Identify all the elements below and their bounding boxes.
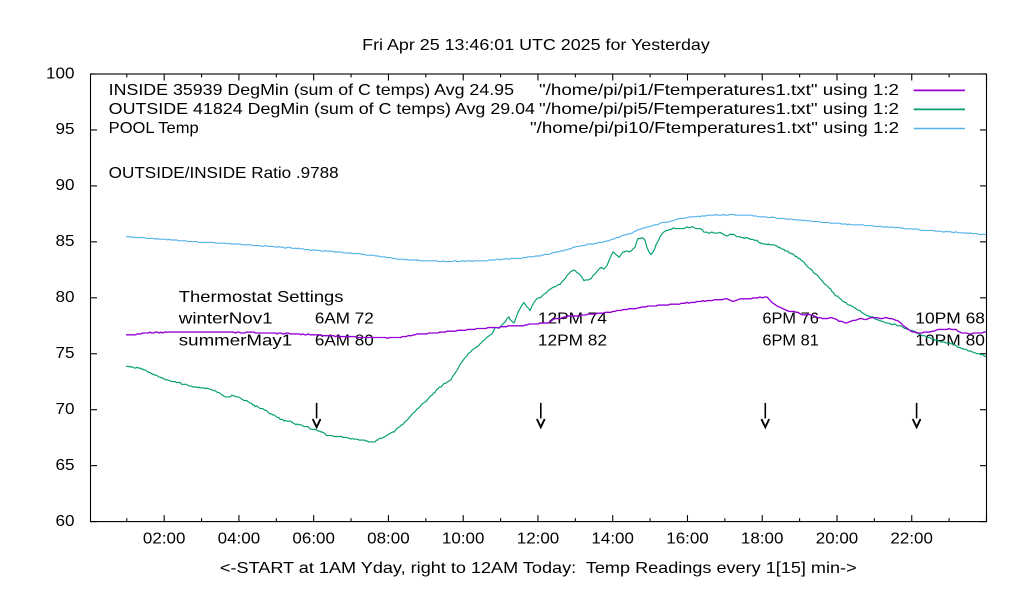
svg-text:Fri Apr 25 13:46:01 UTC 2025 f: Fri Apr 25 13:46:01 UTC 2025 for Yesterd…	[362, 37, 710, 54]
svg-text:10:00: 10:00	[442, 531, 485, 548]
svg-text:20:00: 20:00	[816, 531, 859, 548]
svg-text:75: 75	[56, 345, 75, 362]
svg-text:6AM 72: 6AM 72	[315, 311, 374, 328]
svg-text:INSIDE 35939 DegMin (sum of C: INSIDE 35939 DegMin (sum of C temps) Avg…	[109, 82, 514, 99]
svg-text:OUTSIDE/INSIDE Ratio .9788: OUTSIDE/INSIDE Ratio .9788	[109, 165, 339, 182]
svg-text:16:00: 16:00	[666, 531, 709, 548]
svg-text:summerMay1: summerMay1	[179, 333, 293, 350]
svg-text:OUTSIDE 41824 DegMin (sum of C: OUTSIDE 41824 DegMin (sum of C temps) Av…	[109, 101, 535, 118]
svg-text:"/home/pi/pi1/Ftemperatures1.t: "/home/pi/pi1/Ftemperatures1.txt" using …	[539, 82, 899, 99]
svg-text:08:00: 08:00	[367, 531, 410, 548]
svg-text:60: 60	[56, 513, 75, 530]
svg-text:12:00: 12:00	[517, 531, 560, 548]
svg-text:6PM 76: 6PM 76	[762, 311, 819, 328]
svg-text:12PM 74: 12PM 74	[538, 311, 607, 328]
svg-text:6PM 81: 6PM 81	[762, 333, 819, 350]
svg-text:10PM 80: 10PM 80	[915, 333, 985, 350]
svg-text:POOL Temp: POOL Temp	[109, 120, 199, 137]
svg-text:winterNov1: winterNov1	[178, 311, 273, 328]
svg-text:95: 95	[56, 121, 75, 138]
svg-text:10PM 68: 10PM 68	[915, 311, 985, 328]
svg-text:04:00: 04:00	[218, 531, 261, 548]
svg-text:14:00: 14:00	[591, 531, 634, 548]
svg-text:18:00: 18:00	[741, 531, 784, 548]
svg-text:06:00: 06:00	[292, 531, 335, 548]
svg-text:"/home/pi/pi10/Ftemperatures1.: "/home/pi/pi10/Ftemperatures1.txt" using…	[530, 120, 899, 137]
svg-text:70: 70	[56, 401, 75, 418]
svg-text:80: 80	[56, 289, 75, 306]
svg-text:100: 100	[46, 65, 75, 82]
svg-text:Thermostat Settings: Thermostat Settings	[179, 289, 344, 306]
svg-text:"/home/pi/pi5/Ftemperatures1.t: "/home/pi/pi5/Ftemperatures1.txt" using …	[539, 101, 899, 118]
svg-text:02:00: 02:00	[143, 531, 186, 548]
svg-text:<-START at 1AM Yday, right to: <-START at 1AM Yday, right to 12AM Today…	[220, 560, 857, 577]
svg-text:85: 85	[56, 233, 75, 250]
svg-text:12PM 82: 12PM 82	[538, 333, 607, 350]
svg-text:90: 90	[56, 177, 75, 194]
svg-text:65: 65	[56, 457, 75, 474]
svg-text:22:00: 22:00	[890, 531, 933, 548]
